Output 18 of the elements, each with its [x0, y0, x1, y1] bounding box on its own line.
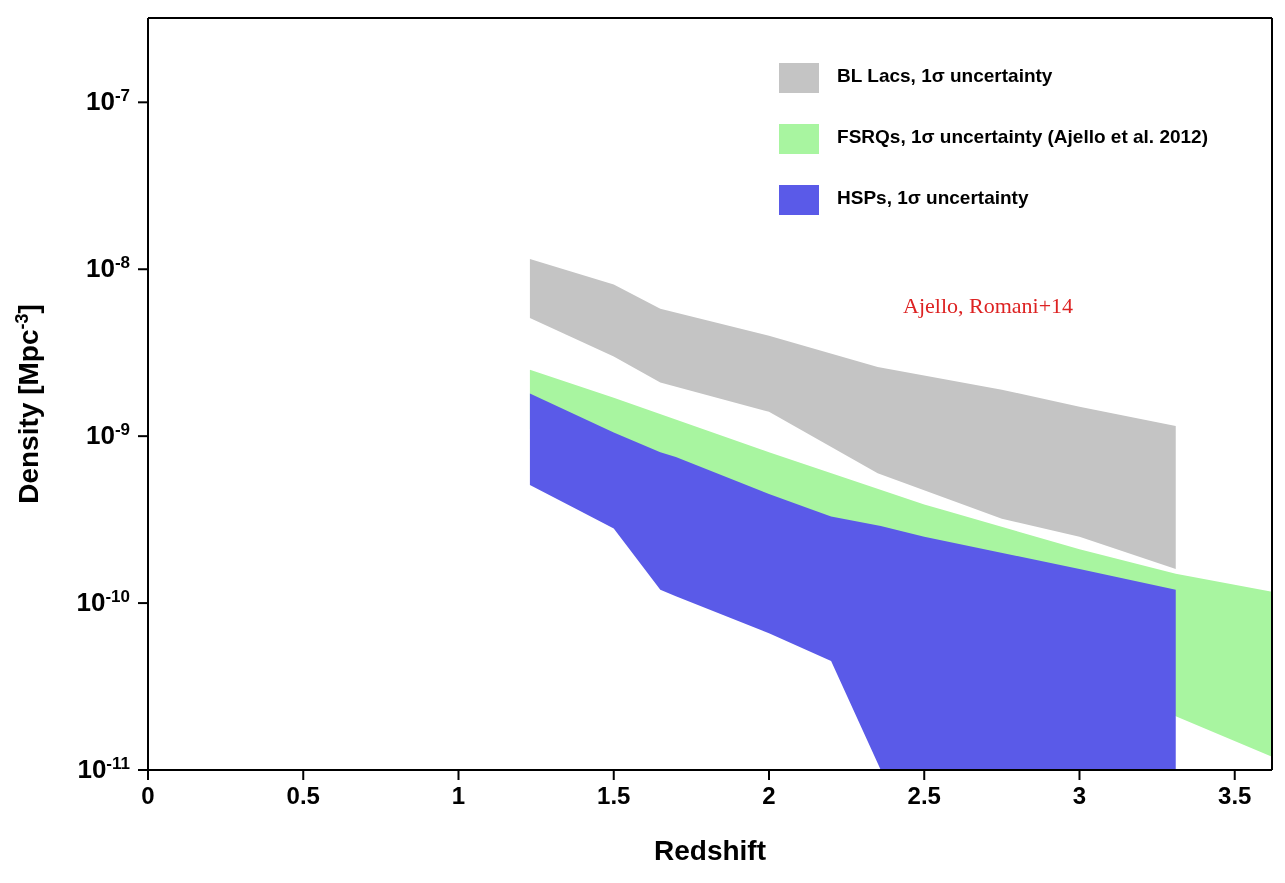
- y-tick-label: 10$^{-9}$: [85, 419, 130, 451]
- x-tick-label: 1.5: [597, 782, 631, 809]
- legend-label: BL Lacs, 1σ uncertainty: [837, 65, 1053, 86]
- x-tick-label: 2: [762, 782, 776, 809]
- x-tick-label: 0: [141, 782, 155, 809]
- x-axis-title: Redshift: [654, 835, 766, 866]
- y-tick-label: 10$^{-10}$: [76, 586, 130, 618]
- y-tick-label: 10$^{-11}$: [77, 753, 130, 784]
- y-tick-label: 10$^{-8}$: [85, 252, 130, 284]
- annotation: Ajello, Romani+14: [903, 293, 1074, 319]
- legend-label: FSRQs, 1σ uncertainty (Ajello et al. 2012): [837, 126, 1208, 147]
- legend-label: HSPs, 1σ uncertainty: [837, 187, 1029, 208]
- x-tick-label: 1: [451, 782, 466, 809]
- x-tick-label: 3.5: [1218, 782, 1252, 809]
- x-tick-label: 2.5: [907, 782, 941, 809]
- x-tick-label: 3: [1072, 782, 1087, 809]
- x-tick-label: 0.5: [286, 782, 320, 809]
- y-tick-label: 10$^{-7}$: [85, 85, 130, 117]
